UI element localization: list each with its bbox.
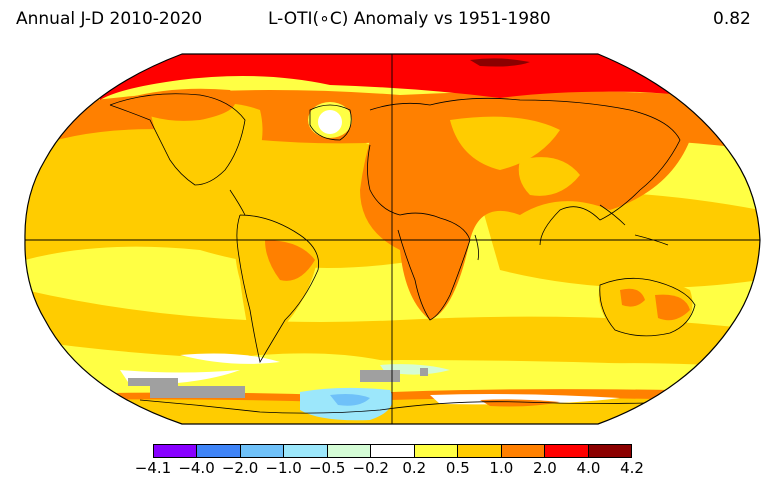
legend-swatch bbox=[240, 445, 285, 457]
legend-tick-label: 4.2 bbox=[620, 459, 644, 477]
legend-swatch bbox=[371, 445, 415, 457]
legend-tick-label: 2.0 bbox=[532, 459, 557, 477]
legend-swatch bbox=[588, 445, 631, 457]
color-legend-bar bbox=[153, 444, 632, 458]
legend-tick-label: −4.1 bbox=[134, 459, 172, 477]
legend-tick-label: −0.5 bbox=[308, 459, 346, 477]
legend-swatch bbox=[545, 445, 589, 457]
map-title: L-OTI(∘C) Anomaly vs 1951-1980 bbox=[268, 9, 551, 29]
legend-tick-label: −1.0 bbox=[265, 459, 302, 477]
legend-swatch bbox=[197, 445, 241, 457]
legend-swatch bbox=[414, 445, 459, 457]
legend-swatch bbox=[458, 445, 502, 457]
legend-tick-label: 4.0 bbox=[576, 459, 601, 477]
legend-tick-label: −2.0 bbox=[221, 459, 259, 477]
legend-swatch bbox=[327, 445, 372, 457]
legend-tick-label: 0.5 bbox=[445, 459, 470, 477]
anomaly-field bbox=[24, 54, 761, 424]
globe-outline bbox=[24, 53, 761, 425]
legend-swatch bbox=[501, 445, 546, 457]
global-mean-value: 0.82 bbox=[713, 9, 751, 29]
legend-swatch bbox=[154, 445, 198, 457]
legend-tick-label: 0.2 bbox=[402, 459, 427, 477]
legend-tick-label: −4.0 bbox=[178, 459, 215, 477]
legend-swatch bbox=[284, 445, 328, 457]
legend-tick-label: 1.0 bbox=[489, 459, 514, 477]
legend-tick-label: −0.2 bbox=[352, 459, 389, 477]
map-period-label: Annual J-D 2010-2020 bbox=[16, 9, 203, 29]
color-legend-ticks: −4.1 −4.0 −2.0 −1.0 −0.5 −0.2 0.2 0.5 1.0 2.0 4.0 4… bbox=[0, 459, 770, 481]
